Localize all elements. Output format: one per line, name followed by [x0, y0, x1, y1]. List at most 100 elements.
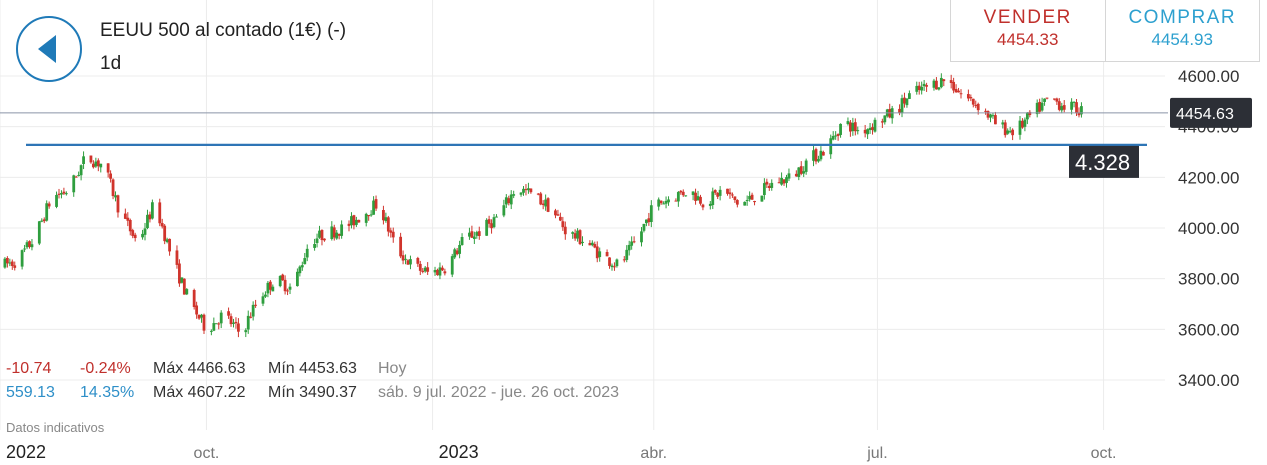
candle-body: [111, 179, 115, 197]
candle-body: [212, 323, 216, 331]
candle-body: [605, 252, 609, 257]
sell-button[interactable]: VENDER 4454.33: [951, 0, 1105, 61]
candle-body: [922, 83, 926, 87]
buy-label: COMPRAR: [1128, 7, 1237, 28]
candle-body: [8, 262, 12, 264]
candle-body: [743, 201, 747, 206]
today-period: Hoy: [378, 360, 407, 377]
candle-body: [1038, 101, 1042, 112]
candle-body: [1008, 131, 1012, 133]
candle-body: [318, 230, 321, 238]
candle-body: [593, 244, 597, 248]
candle-body: [37, 221, 41, 244]
candle-body: [880, 121, 884, 123]
timeframe-selector[interactable]: 1d: [100, 53, 122, 74]
candle-body: [502, 205, 506, 216]
candle-body: [114, 195, 117, 198]
candle-body: [416, 258, 420, 264]
candle-body: [871, 127, 874, 131]
candle-body: [696, 196, 700, 201]
candle-body: [581, 241, 584, 244]
candle-body: [507, 198, 511, 204]
candle-body: [989, 114, 992, 118]
candle-body: [866, 129, 870, 135]
candle-body: [389, 230, 393, 233]
candle-body: [681, 191, 685, 196]
trendline-value-label: 4.328: [1075, 150, 1130, 175]
y-tick-label: 4000.00: [1178, 219, 1239, 238]
candle-body: [74, 176, 78, 178]
candle-body: [485, 219, 489, 236]
candle-body: [160, 223, 164, 227]
candle-body: [450, 256, 454, 275]
candle-body: [632, 241, 636, 243]
candle-body: [72, 175, 76, 193]
candle-body: [350, 216, 353, 226]
candle-body: [246, 315, 250, 330]
candle-body: [443, 271, 447, 274]
candle-body: [613, 266, 616, 268]
current-price-label: 4454.63: [1176, 106, 1234, 123]
candle-body: [229, 316, 233, 325]
candle-body: [264, 294, 267, 297]
horizontal-grid: [0, 75, 1165, 381]
candle-body: [178, 263, 181, 284]
candle-body: [367, 215, 371, 217]
candle-body: [1021, 120, 1024, 128]
candle-body: [762, 183, 766, 196]
candle-body: [610, 265, 614, 268]
candle-body: [925, 85, 928, 87]
candle-body: [588, 242, 592, 246]
candle-body: [556, 214, 560, 216]
candle-body: [684, 195, 688, 197]
candle-body: [868, 127, 872, 131]
candle-body: [20, 250, 24, 267]
candle-body: [23, 248, 26, 250]
x-tick-label: abr.: [640, 445, 667, 462]
candle-body: [202, 314, 206, 331]
candle-body: [942, 79, 946, 82]
x-tick-label: 2023: [439, 442, 479, 462]
vertical-grid: [0, 0, 1105, 430]
candle-body: [935, 80, 938, 90]
x-tick-label: jul.: [866, 445, 887, 462]
candle-body: [330, 226, 334, 239]
buy-button[interactable]: COMPRAR 4454.93: [1104, 0, 1260, 61]
candle-body: [1052, 98, 1056, 100]
today-change: -10.74: [6, 360, 52, 377]
candle-body: [126, 217, 130, 221]
candle-body: [561, 221, 565, 228]
candle-body: [47, 203, 51, 207]
candle-body: [490, 223, 493, 229]
candle-body: [863, 129, 867, 134]
candle-body: [406, 260, 410, 265]
candle-body: [541, 203, 545, 205]
candle-body: [303, 258, 307, 265]
candle-body: [418, 263, 422, 271]
candle-body: [991, 115, 995, 117]
candle-body: [404, 258, 407, 260]
candle-body: [96, 160, 100, 167]
candle-body: [335, 232, 339, 239]
candle-body: [836, 134, 840, 136]
candle-body: [1040, 102, 1044, 111]
candle-body: [1011, 129, 1015, 136]
candle-body: [905, 98, 909, 106]
candle-body: [143, 228, 147, 235]
candle-body: [954, 88, 958, 93]
candle-body: [423, 267, 427, 272]
back-button[interactable]: [16, 16, 82, 82]
candle-body: [1060, 106, 1064, 111]
trade-panel: VENDER 4454.33 COMPRAR 4454.93: [950, 0, 1260, 62]
candle-body: [1018, 120, 1022, 135]
candle-body: [148, 214, 152, 220]
candle-body: [691, 191, 695, 195]
buy-price: 4454.93: [1151, 30, 1213, 49]
candle-body: [298, 266, 302, 274]
candle-body: [578, 230, 582, 245]
candle-body: [630, 241, 634, 246]
candle-body: [504, 197, 508, 205]
candle-body: [180, 277, 184, 283]
candle-body: [834, 135, 838, 137]
